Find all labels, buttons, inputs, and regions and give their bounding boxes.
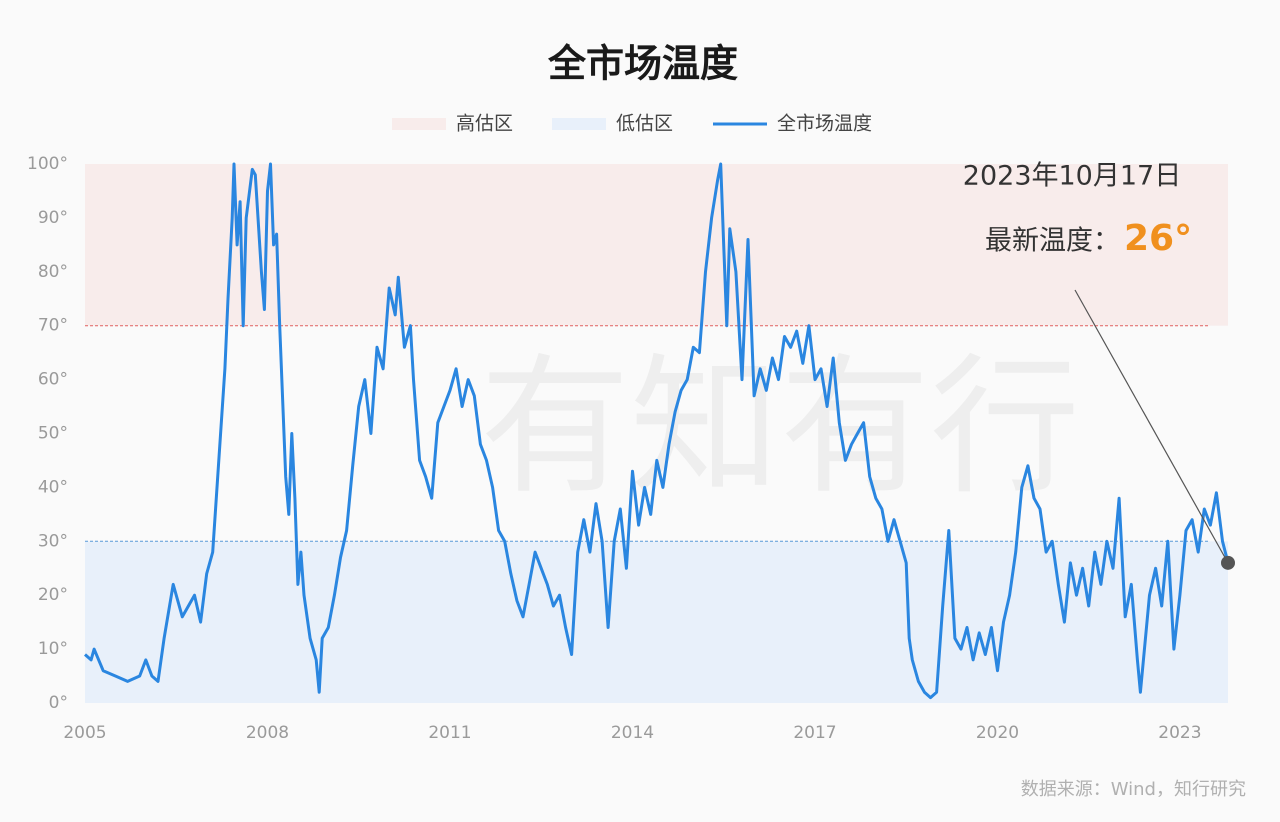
y-tick-label: 70° [38, 316, 68, 336]
x-tick-label: 2020 [976, 723, 1019, 743]
annotation-text: 最新温度： [985, 226, 1120, 257]
x-tick-label: 2014 [611, 723, 654, 743]
y-tick-label: 40° [38, 477, 68, 497]
annotation-date: 2023年10月17日 [963, 161, 1181, 192]
latest-point [1221, 555, 1235, 570]
legend-label: 全市场温度 [777, 113, 872, 135]
y-tick-label: 30° [38, 531, 68, 551]
legend-swatch [392, 118, 446, 130]
y-tick-label: 10° [38, 639, 68, 659]
y-tick-label: 20° [38, 585, 68, 605]
x-tick-label: 2005 [63, 723, 106, 743]
y-tick-label: 60° [38, 370, 68, 390]
temperature-line [84, 162, 1230, 700]
annotation-pointer [1074, 289, 1229, 564]
x-tick-label: 2023 [1158, 723, 1201, 743]
source-note: 数据来源：Wind，知行研究 [1021, 779, 1246, 800]
y-tick-label: 100° [27, 154, 68, 174]
zone-band [85, 541, 1228, 703]
legend-label: 低估区 [616, 113, 673, 135]
legend-label: 高估区 [456, 113, 513, 135]
y-tick-label: 0° [49, 693, 68, 713]
annotation-value: 26° [1124, 218, 1192, 259]
x-tick-label: 2011 [428, 723, 471, 743]
y-tick-label: 90° [38, 208, 68, 228]
y-tick-label: 80° [38, 262, 68, 282]
x-tick-label: 2017 [793, 723, 836, 743]
legend: 高估区 低估区 全市场温度 [392, 113, 872, 135]
legend-swatch [552, 118, 606, 130]
chart-title: 全市场温度 [547, 42, 738, 86]
y-tick-label: 50° [38, 424, 68, 444]
x-tick-label: 2008 [246, 723, 289, 743]
